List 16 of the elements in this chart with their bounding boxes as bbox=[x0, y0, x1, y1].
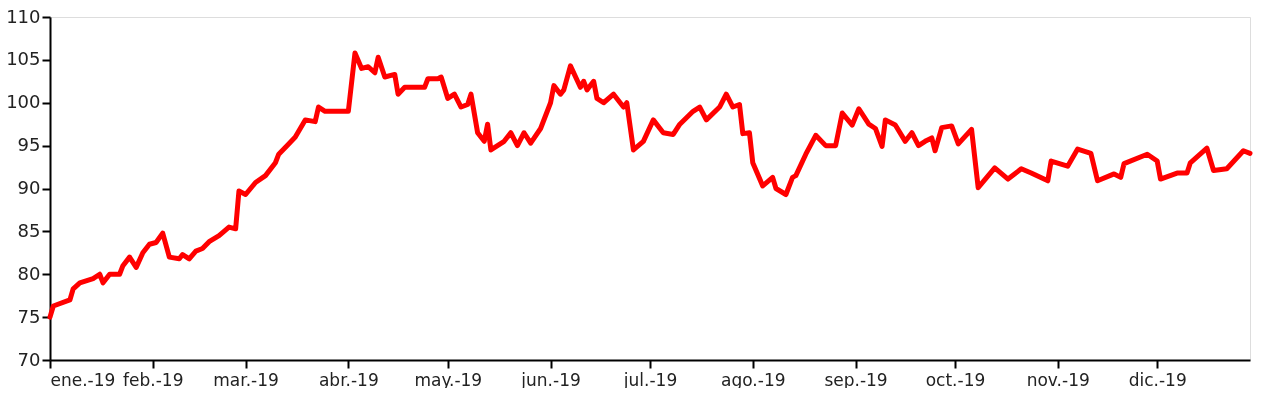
x-tick-label: abr.-19 bbox=[318, 369, 379, 390]
y-tick-label: 75 bbox=[17, 305, 41, 327]
y-tick-label: 110 bbox=[6, 5, 41, 27]
y-tick-label: 105 bbox=[6, 48, 41, 70]
y-tick-label: 95 bbox=[17, 134, 41, 156]
y-tick-label: 100 bbox=[6, 91, 41, 113]
x-tick-label: dic.-19 bbox=[1128, 369, 1187, 390]
y-tick-label: 90 bbox=[17, 177, 41, 198]
x-tick-label: mar.-19 bbox=[213, 369, 279, 390]
x-tick-label: nov.-19 bbox=[1026, 369, 1090, 390]
x-tick-label: feb.-19 bbox=[123, 369, 184, 390]
y-tick-label: 85 bbox=[17, 219, 41, 241]
y-tick-label: 70 bbox=[17, 348, 41, 370]
y-tick-label: 80 bbox=[17, 262, 41, 284]
x-tick-label: ene.-19 bbox=[50, 369, 116, 390]
x-tick-label: oct.-19 bbox=[925, 369, 986, 390]
